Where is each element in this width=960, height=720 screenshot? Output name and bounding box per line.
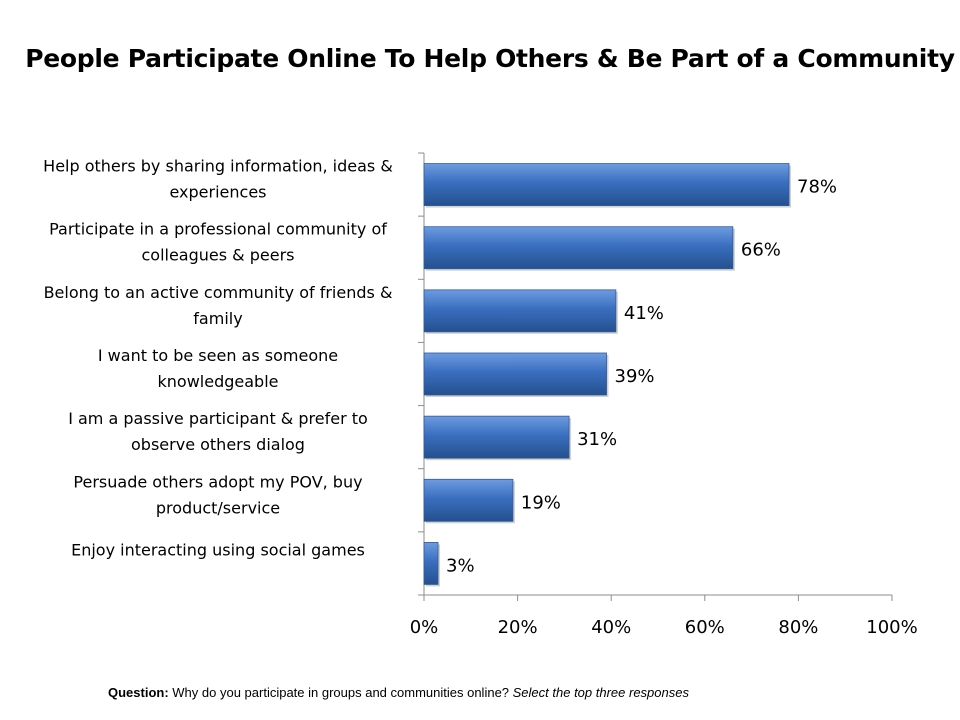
category-label-line: Enjoy interacting using social games	[71, 540, 365, 559]
x-tick-label: 80%	[778, 617, 818, 638]
data-label: 39%	[615, 366, 655, 387]
x-tick-label: 40%	[591, 617, 631, 638]
bar	[423, 478, 514, 522]
footnote-text: Why do you participate in groups and com…	[168, 685, 513, 700]
question-footnote: Question: Why do you participate in grou…	[108, 685, 689, 700]
axes: 0% 20% 40% 60% 80% 100%	[410, 152, 918, 638]
category-label-line: knowledgeable	[158, 372, 279, 391]
x-tick-label: 20%	[498, 617, 538, 638]
category-label-line: Belong to an active community of friends…	[44, 283, 393, 302]
bars: 78% 66% 41% 39% 31% 19% 3%	[423, 163, 837, 587]
category-label: Belong to an active community of friends…	[44, 283, 393, 328]
category-label-line: colleagues & peers	[141, 246, 294, 265]
category-label-line: observe others dialog	[131, 435, 305, 454]
category-label-line: family	[193, 309, 242, 328]
category-labels: Help others by sharing information, idea…	[43, 157, 393, 560]
category-label: Participate in a professional community …	[49, 220, 387, 265]
bar	[423, 542, 439, 585]
x-tick-label: 100%	[866, 617, 917, 638]
category-label-line: product/service	[156, 498, 280, 517]
bar	[423, 352, 607, 396]
category-label-line: Participate in a professional community …	[49, 220, 387, 239]
data-label: 3%	[446, 555, 475, 576]
category-label: Help others by sharing information, idea…	[43, 157, 393, 202]
category-label: I am a passive participant & prefer to ob…	[68, 409, 368, 454]
category-label-line: experiences	[169, 183, 266, 202]
category-label: Persuade others adopt my POV, buy product…	[73, 472, 362, 517]
category-label: Enjoy interacting using social games	[71, 540, 365, 559]
bar	[423, 415, 570, 459]
category-label-line: Help others by sharing information, idea…	[43, 157, 393, 176]
bar	[423, 163, 790, 206]
bar	[423, 226, 734, 270]
x-tick-label: 60%	[685, 617, 725, 638]
bar-chart: 0% 20% 40% 60% 80% 100% 78%66%41%39%31%19%3% …	[43, 152, 918, 638]
category-label-line: I am a passive participant & prefer to	[68, 409, 368, 428]
data-label: 31%	[577, 429, 617, 450]
data-label: 41%	[624, 303, 664, 324]
data-label: 66%	[741, 240, 781, 261]
footnote-hint: Select the top three responses	[512, 685, 689, 700]
bar	[423, 289, 617, 333]
category-label-line: Persuade others adopt my POV, buy	[73, 472, 362, 491]
data-label: 78%	[797, 177, 837, 198]
category-label-line: I want to be seen as someone	[98, 346, 338, 365]
chart-title: People Participate Online To Help Others…	[25, 44, 955, 73]
x-tick-label: 0%	[410, 617, 439, 638]
category-label: I want to be seen as someone knowledgeabl…	[98, 346, 338, 391]
data-label: 19%	[521, 492, 561, 513]
footnote-label: Question:	[108, 685, 169, 700]
